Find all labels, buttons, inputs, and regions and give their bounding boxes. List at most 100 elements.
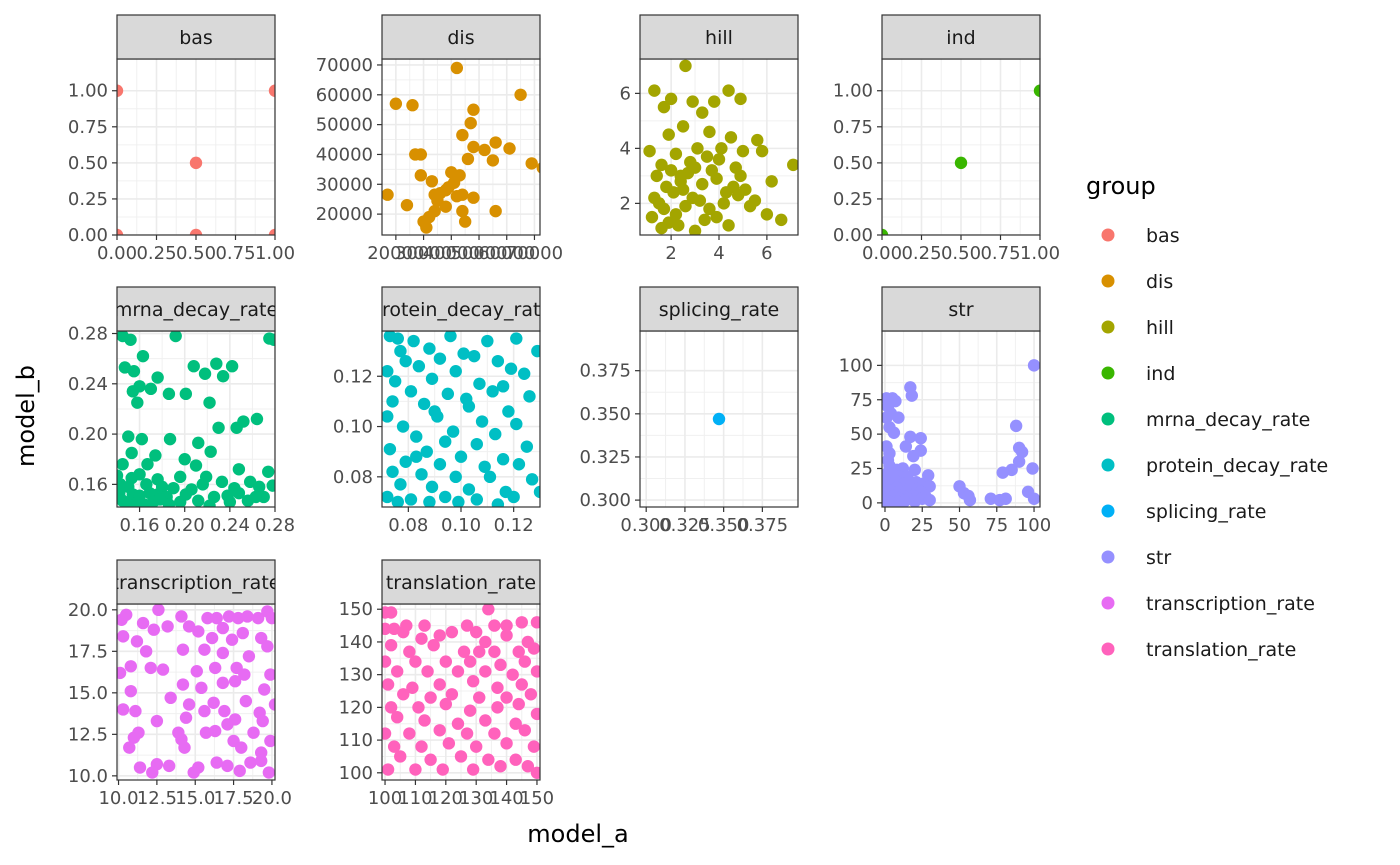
data-point (187, 766, 200, 779)
data-point (425, 175, 439, 188)
data-point (195, 681, 208, 695)
data-point (151, 371, 164, 384)
x-tick-label: 4 (713, 243, 724, 264)
y-tick-label: 0.75 (833, 117, 873, 138)
data-point (410, 430, 423, 443)
data-point (530, 766, 540, 780)
data-point (182, 698, 196, 711)
x-tick-label: 0.28 (255, 515, 295, 536)
data-point (122, 498, 135, 507)
x-tick-label: 0.75 (980, 243, 1020, 264)
panel-points (643, 59, 798, 235)
data-point (382, 365, 394, 378)
data-point (215, 475, 229, 489)
panel-protein_decay_rate: protein_decay_rate 0.08 0.10 0.12 0.08 0.10 0.… (333, 286, 541, 536)
data-point (403, 727, 416, 740)
strip-background (639, 14, 799, 60)
legend-item-dis: dis (1101, 271, 1173, 293)
data-point (243, 475, 257, 489)
data-point (390, 665, 404, 678)
data-point (230, 421, 243, 434)
data-point (409, 763, 422, 776)
x-tick-label: 0.10 (441, 515, 481, 536)
data-point (882, 228, 889, 235)
data-point (481, 334, 494, 348)
legend-item-ind: ind (1101, 363, 1175, 385)
data-point (415, 632, 428, 645)
data-point (262, 465, 275, 478)
data-point (423, 495, 436, 507)
panel-points (117, 604, 275, 779)
data-point (454, 450, 468, 463)
x-tick-label: 40000 (423, 243, 480, 264)
data-point (141, 458, 154, 471)
y-tick-label: 0.20 (68, 424, 108, 445)
data-point (123, 741, 136, 754)
legend-label: hill (1146, 317, 1174, 339)
data-point (698, 213, 711, 227)
y-tick-label: 15.0 (68, 683, 108, 704)
data-point (898, 495, 911, 507)
data-point (1027, 359, 1040, 372)
x-tick-label: 0.12 (494, 515, 534, 536)
panel-translation_rate: translation_rate100110120130140150100110… (339, 559, 554, 809)
data-point (127, 365, 141, 378)
x-tick-label: 17.5 (214, 788, 254, 809)
x-tick-label: 0.24 (210, 515, 250, 536)
data-point (228, 713, 242, 726)
strip-label: ind (946, 27, 975, 49)
data-point (203, 396, 216, 409)
data-point (117, 666, 127, 680)
data-point (117, 84, 124, 97)
data-point (199, 726, 213, 739)
data-point (482, 604, 495, 616)
data-point (645, 210, 659, 224)
data-point (182, 620, 196, 633)
data-point (264, 668, 275, 681)
data-point (667, 186, 680, 199)
data-point (198, 643, 211, 656)
data-point (454, 750, 468, 763)
data-point (669, 208, 683, 221)
data-point (268, 228, 275, 235)
panel-str: str 0 25 50 75 100 0 25 50 75 100 (839, 286, 1051, 536)
data-point (510, 332, 523, 345)
x-tick-label: 140 (489, 788, 523, 809)
data-point (175, 610, 188, 623)
data-point (512, 458, 526, 471)
data-point (688, 224, 702, 235)
legend-item-mrna_decay_rate: mrna_decay_rate (1101, 409, 1310, 431)
data-point (394, 478, 407, 491)
x-tick-label: 60000 (478, 243, 535, 264)
data-point (500, 737, 513, 750)
x-tick-label: 50000 (450, 243, 507, 264)
data-point (765, 175, 778, 188)
data-point (525, 473, 539, 486)
data-point (433, 724, 446, 737)
y-tick-label: 100 (339, 763, 373, 784)
y-tick-label: 0.50 (68, 153, 108, 174)
data-point (439, 490, 452, 504)
y-tick-label: 60000 (316, 85, 373, 106)
strip-background (116, 286, 276, 332)
data-point (382, 410, 394, 423)
data-point (187, 360, 200, 373)
data-point (433, 678, 446, 691)
data-point (189, 459, 203, 472)
data-point (139, 645, 153, 658)
data-point (688, 161, 702, 174)
data-point (162, 759, 176, 773)
data-point (712, 412, 726, 426)
x-tick-label: 15.0 (175, 788, 215, 809)
data-point (676, 120, 690, 133)
data-point (456, 188, 469, 201)
data-point (736, 144, 750, 158)
data-point (1012, 455, 1026, 468)
data-point (648, 191, 661, 205)
legend-key (1101, 412, 1115, 426)
data-point (425, 372, 439, 385)
data-point (433, 458, 447, 471)
data-point (452, 495, 465, 507)
data-point (179, 387, 193, 401)
data-point (418, 714, 431, 727)
